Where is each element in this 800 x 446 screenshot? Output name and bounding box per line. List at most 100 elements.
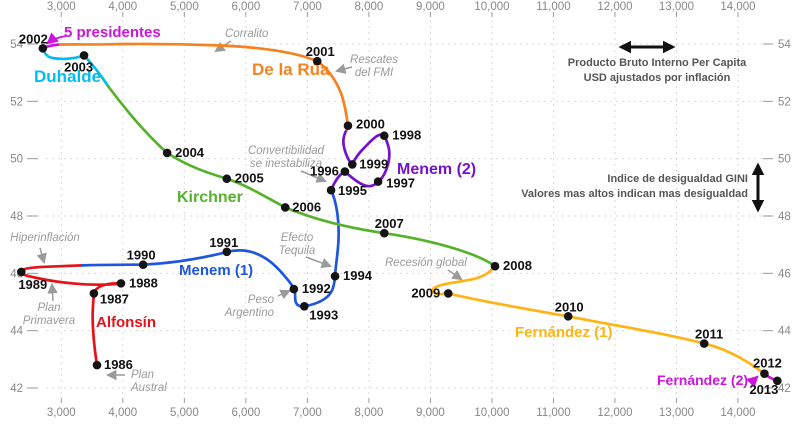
year-label-2006: 2006 [292, 199, 321, 214]
x-tick-label-top: 10,000 [474, 1, 509, 13]
annotation-plan_primavera: Plan [37, 302, 60, 314]
data-point-2008 [490, 261, 500, 271]
axes: 3,000 3,000 4,000 4,000 5,000 5,000 6,000 6,000… [10, 1, 791, 419]
annotation-arrow-recesion_global [447, 269, 463, 281]
data-point-1999 [347, 160, 357, 169]
annotation-convertibilidad: Convertibilidad [248, 145, 325, 157]
series-label-Kirchner: Kirchner [177, 189, 243, 206]
data-point-2009 [443, 289, 453, 298]
x-tick-label-bottom: 3,000 [47, 407, 76, 419]
annotation-peso_argentino: Argentino [224, 307, 275, 319]
annotation-peso_argentino: Peso [248, 294, 275, 306]
year-label-1999: 1999 [359, 156, 388, 171]
series-label-Menem (1): Menem (1) [179, 262, 253, 279]
y-tick-label-right: 54 [778, 39, 791, 51]
series-label-Fernández (2): Fernández (2) [657, 372, 748, 388]
x-tick-label-top: 12,000 [597, 1, 632, 13]
x-tick-label-top: 4,000 [108, 1, 137, 13]
data-point-1995 [326, 185, 336, 195]
data-point-2001 [312, 56, 322, 66]
annotations: HiperinflaciónPlanPrimaveraPlanAustralCo… [10, 28, 759, 394]
annotation-plan_primavera: Primavera [23, 315, 75, 327]
data-point-2007 [379, 228, 389, 238]
y-tick-label-left: 42 [10, 383, 23, 395]
x-tick-label-bottom: 12,000 [597, 407, 632, 419]
series-labels: Alfonsín Menem (1) Menem (2) De la Rúa 5 pre… [34, 24, 748, 388]
year-label-2008: 2008 [503, 258, 532, 273]
y-tick-label-left: 44 [10, 326, 23, 338]
annotation-rescates: del FMI [355, 67, 394, 79]
x-tick-label-top: 14,000 [720, 1, 755, 13]
year-label-1996: 1996 [310, 164, 339, 179]
x-tick-label-bottom: 11,000 [536, 407, 570, 419]
series-label-Fernández (1): Fernández (1) [515, 324, 613, 341]
annotation-arrow-convertibilidad [300, 170, 327, 183]
series-label-Alfonsín: Alfonsín [96, 314, 156, 331]
y-tick-label-left: 48 [10, 211, 23, 223]
series-path-Fernández (1) [431, 264, 766, 376]
annotation-convertibilidad: se inestabiliza [250, 158, 322, 170]
annotation-rescates: Rescates [350, 54, 398, 66]
annotation-arrow-rescates [334, 63, 353, 74]
y-legend-line2: Valores mas altos indican mas desigualda… [521, 188, 748, 200]
year-label-2002: 2002 [19, 31, 48, 46]
x-legend-line2: USD ajustados por inflación [584, 72, 731, 84]
y-tick-label-right: 46 [778, 268, 791, 280]
data-point-2011 [699, 339, 709, 348]
year-label-1987: 1987 [100, 291, 129, 306]
year-label-1988: 1988 [129, 275, 158, 290]
y-tick-label-right: 50 [778, 154, 791, 166]
annotation-hiperinflacion: Hiperinflación [10, 232, 80, 244]
data-point-2000 [343, 121, 353, 131]
data-point-2010 [563, 312, 573, 321]
annotation-plan_austral: Plan [131, 369, 154, 381]
data-point-1993 [299, 302, 309, 311]
series-path-Alfonsín [19, 264, 123, 367]
data-point-2006 [280, 203, 290, 212]
x-tick-label-bottom: 14,000 [720, 407, 755, 419]
year-label-2013: 2013 [749, 382, 778, 397]
year-label-2001: 2001 [306, 44, 335, 59]
year-label-2004: 2004 [175, 145, 205, 160]
year-label-2010: 2010 [555, 299, 584, 314]
x-axis-legend: Producto Bruto Interno Per Capita USD aj… [568, 40, 747, 84]
x-tick-label-bottom: 7,000 [293, 407, 322, 419]
data-point-1987 [89, 289, 99, 298]
x-tick-label-top: 11,000 [536, 1, 570, 13]
year-label-1992: 1992 [302, 281, 331, 296]
data-point-2013 [773, 376, 782, 386]
x-tick-label-top: 8,000 [354, 1, 383, 13]
year-label-2000: 2000 [356, 117, 385, 132]
y-legend-line1: Indice de desigualdad GINI [607, 173, 748, 185]
annotation-recesion_global: Recesión global [385, 257, 467, 269]
data-points [17, 44, 782, 386]
data-point-2005 [222, 174, 232, 184]
annotation-plan_austral: Austral [130, 382, 167, 394]
annotation-arrow-plan_primavera [47, 282, 58, 302]
year-label-1995: 1995 [338, 183, 367, 198]
data-point-1996 [340, 167, 350, 176]
x-tick-label-top: 5,000 [170, 1, 199, 13]
data-point-2012 [760, 369, 769, 378]
data-point-1997 [373, 177, 383, 186]
annotation-arrow-efecto_tequila [305, 256, 332, 268]
year-label-1986: 1986 [104, 357, 133, 372]
year-label-1991: 1991 [209, 235, 238, 250]
year-label-1993: 1993 [309, 307, 338, 322]
data-point-1990 [138, 260, 148, 270]
year-label-1998: 1998 [392, 128, 421, 143]
x-tick-label-bottom: 4,000 [108, 407, 137, 419]
x-legend-line1: Producto Bruto Interno Per Capita [568, 57, 747, 69]
series-label-5 presidentes: 5 presidentes [64, 24, 161, 41]
year-label-1994: 1994 [343, 268, 373, 283]
series-label-Menem (2): Menem (2) [397, 161, 476, 178]
annotation-efecto_tequila: Tequila [279, 245, 316, 257]
series-path-De la Rúa [56, 42, 350, 131]
y-tick-label-right: 52 [778, 96, 791, 108]
year-label-2012: 2012 [753, 356, 782, 371]
x-tick-label-bottom: 13,000 [659, 407, 694, 419]
data-point-1998 [379, 131, 389, 141]
five-presidents-arrow [46, 32, 67, 45]
data-point-2002 [38, 44, 48, 53]
